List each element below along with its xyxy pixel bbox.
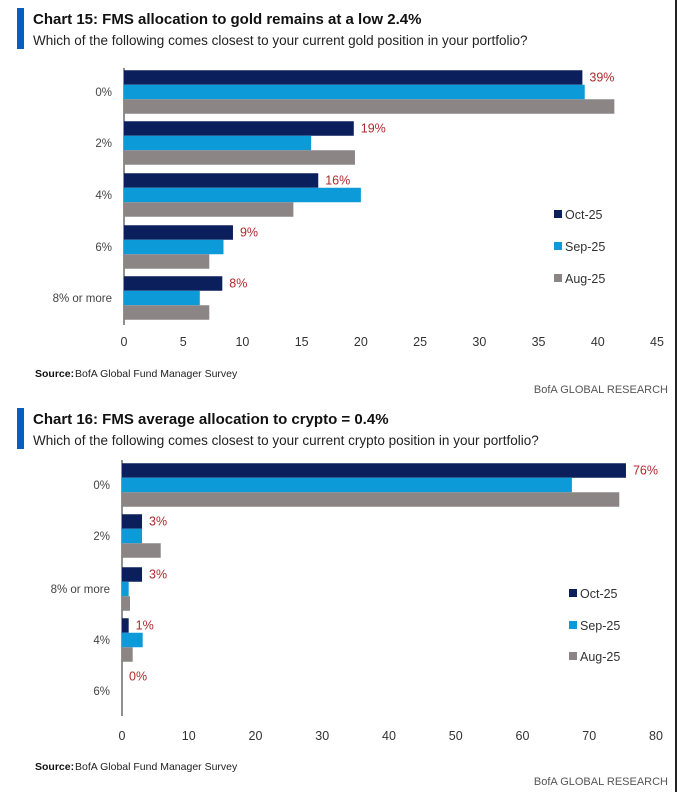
source-text: BofA Global Fund Manager Survey xyxy=(75,761,238,773)
bar-aug-25 xyxy=(124,254,210,269)
chart-subtitle: Which of the following comes closest to … xyxy=(33,433,539,448)
x-tick-label: 70 xyxy=(582,729,596,743)
data-label: 3% xyxy=(149,514,167,528)
category-label: 8% or more xyxy=(51,584,110,596)
x-tick-label: 20 xyxy=(249,729,263,743)
category-label: 2% xyxy=(95,138,112,150)
source-label: Source: xyxy=(35,761,74,773)
x-tick-label: 20 xyxy=(354,335,368,349)
legend-swatch-oct-25 xyxy=(569,589,577,597)
bar-oct-25 xyxy=(124,225,233,240)
bar-oct-25 xyxy=(122,618,129,633)
bar-sep-25 xyxy=(124,135,312,151)
legend-swatch-sep-25 xyxy=(569,621,577,629)
legend-swatch-aug-25 xyxy=(554,274,562,282)
legend-label: Sep-25 xyxy=(580,619,620,633)
x-tick-label: 30 xyxy=(315,729,329,743)
x-tick-label: 35 xyxy=(532,335,546,349)
category-label: 0% xyxy=(93,480,110,492)
x-tick-label: 40 xyxy=(591,335,605,349)
bar-sep-25 xyxy=(122,632,143,648)
bar-sep-25 xyxy=(124,239,224,255)
x-tick-label: 10 xyxy=(182,729,196,743)
chart-title: Chart 16: FMS average allocation to cryp… xyxy=(33,411,389,428)
x-tick-label: 50 xyxy=(449,729,463,743)
bar-oct-25 xyxy=(122,514,143,529)
credit-text: BofA GLOBAL RESEARCH xyxy=(534,384,668,396)
bar-aug-25 xyxy=(122,492,620,507)
data-label: 16% xyxy=(325,173,350,187)
bar-sep-25 xyxy=(122,528,143,544)
bar-oct-25 xyxy=(122,463,626,478)
data-label: 39% xyxy=(589,70,614,84)
data-label: 19% xyxy=(361,121,386,135)
x-tick-label: 45 xyxy=(650,335,664,349)
legend-swatch-aug-25 xyxy=(569,652,577,660)
bar-aug-25 xyxy=(124,305,210,320)
bar-oct-25 xyxy=(122,567,143,582)
x-tick-label: 0 xyxy=(119,729,126,743)
bar-aug-25 xyxy=(122,596,131,611)
category-label: 2% xyxy=(93,531,110,543)
bar-sep-25 xyxy=(122,581,129,597)
category-label: 6% xyxy=(95,242,112,254)
category-label: 4% xyxy=(95,190,112,202)
category-label: 4% xyxy=(93,635,110,647)
bar-sep-25 xyxy=(124,187,361,203)
legend-swatch-oct-25 xyxy=(554,210,562,218)
bar-aug-25 xyxy=(124,150,355,165)
bar-sep-25 xyxy=(122,477,572,493)
chart-title: Chart 15: FMS allocation to gold remains… xyxy=(33,11,421,28)
legend-label: Aug-25 xyxy=(580,650,620,664)
legend-label: Oct-25 xyxy=(580,587,618,601)
data-label: 1% xyxy=(136,618,154,632)
bar-sep-25 xyxy=(124,84,585,100)
bar-aug-25 xyxy=(124,99,615,114)
category-label: 0% xyxy=(95,87,112,99)
data-label: 0% xyxy=(129,669,147,683)
chart-subtitle: Which of the following comes closest to … xyxy=(33,33,528,48)
bar-aug-25 xyxy=(124,202,294,217)
source-label: Source: xyxy=(35,368,74,380)
bar-oct-25 xyxy=(124,70,583,85)
legend-label: Sep-25 xyxy=(565,240,605,254)
category-label: 6% xyxy=(93,686,110,698)
bar-aug-25 xyxy=(122,543,161,558)
x-tick-label: 0 xyxy=(121,335,128,349)
data-label: 9% xyxy=(240,225,258,239)
right-border xyxy=(675,0,677,792)
data-label: 3% xyxy=(149,567,167,581)
data-label: 8% xyxy=(229,276,247,290)
legend-label: Oct-25 xyxy=(565,208,603,222)
x-tick-label: 80 xyxy=(649,729,663,743)
x-tick-label: 10 xyxy=(235,335,249,349)
source-text: BofA Global Fund Manager Survey xyxy=(75,368,238,380)
bar-oct-25 xyxy=(124,173,319,188)
bar-oct-25 xyxy=(124,121,354,136)
bar-oct-25 xyxy=(124,276,223,291)
bar-aug-25 xyxy=(122,647,133,662)
category-label: 8% or more xyxy=(53,293,112,305)
x-tick-label: 30 xyxy=(472,335,486,349)
bar-sep-25 xyxy=(124,290,200,306)
x-tick-label: 15 xyxy=(295,335,309,349)
x-tick-label: 60 xyxy=(516,729,530,743)
credit-text: BofA GLOBAL RESEARCH xyxy=(534,776,668,788)
x-tick-label: 40 xyxy=(382,729,396,743)
legend-label: Aug-25 xyxy=(565,272,605,286)
x-tick-label: 25 xyxy=(413,335,427,349)
data-label: 76% xyxy=(633,463,658,477)
title-accent-bar xyxy=(17,8,24,49)
legend-swatch-sep-25 xyxy=(554,242,562,250)
title-accent-bar xyxy=(17,408,24,449)
x-tick-label: 5 xyxy=(180,335,187,349)
